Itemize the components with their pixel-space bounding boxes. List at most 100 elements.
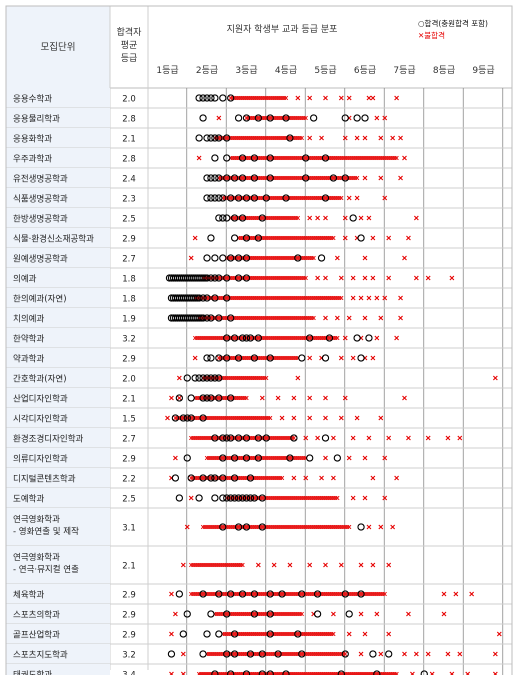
avg-grade: 2.5 (122, 215, 136, 225)
fail-marker (386, 562, 392, 568)
pass-marker (203, 274, 211, 282)
pass-marker (199, 590, 207, 598)
avg-grade: 2.7 (122, 435, 136, 445)
fail-marker (358, 611, 364, 617)
pass-marker (242, 274, 251, 282)
unit-row: 골프산업학과 2.9 (6, 624, 512, 645)
fail-marker (362, 315, 368, 321)
fail-marker (338, 275, 344, 281)
pass-marker (211, 274, 219, 282)
avg-grade: 2.1 (122, 135, 136, 145)
x-tick-label: 1등급 (156, 65, 178, 76)
pass-marker (250, 354, 259, 362)
unit-label-bg (6, 644, 110, 664)
pass-marker (266, 610, 274, 618)
unit-rows: 응용수학과 2.0 응용물리학과 2.8 응용화학과 2.1 우주과학과 2.8 유전생명공학과… (6, 88, 512, 679)
avg-grade: 2.8 (122, 115, 136, 125)
unit-row: 환경조경디자인학과 2.7 (6, 428, 512, 449)
fail-marker (295, 375, 301, 381)
pass-marker (203, 630, 211, 638)
unit-row: 디지털콘텐츠학과 2.2 (6, 468, 512, 489)
fail-marker (394, 95, 399, 101)
pass-marker (278, 590, 286, 598)
x-tick-label: 4등급 (275, 65, 297, 76)
unit-row: 유전생명공학과 2.4 (6, 168, 512, 189)
pass-marker (321, 354, 330, 362)
pass-marker (266, 174, 274, 182)
pass-marker (309, 114, 318, 122)
pass-marker (223, 650, 231, 658)
unit-label-bg (6, 428, 110, 448)
fail-marker (366, 435, 372, 441)
pass-marker (333, 454, 341, 462)
fail-marker (382, 495, 388, 501)
fail-marker (362, 255, 368, 261)
unit-label-bg (6, 388, 110, 408)
pass-marker (211, 494, 219, 502)
unit-label-bg (6, 508, 110, 546)
pass-marker (385, 650, 393, 658)
fail-marker (315, 215, 320, 221)
pass-marker (234, 274, 243, 282)
fail-marker (323, 395, 328, 401)
pass-marker (215, 630, 223, 638)
pass-marker (238, 590, 247, 598)
pass-marker (179, 630, 187, 638)
unit-name: 응용물리학과 (13, 114, 60, 125)
fail-marker (264, 375, 269, 381)
fail-marker (382, 295, 388, 301)
fail-marker (338, 415, 344, 421)
unit-label-bg (6, 88, 110, 108)
pass-marker (207, 474, 215, 482)
legend-pass: ○합격(충원합격 포함) (418, 18, 488, 28)
pass-marker (325, 334, 334, 342)
unit-name: 환경조경디자인학과 (13, 434, 84, 445)
unit-label-bg (6, 168, 110, 188)
grade-gridlines (186, 88, 504, 679)
fail-marker (169, 631, 174, 637)
pass-marker (238, 334, 247, 342)
pass-marker (191, 374, 199, 382)
fail-marker (335, 495, 340, 501)
avg-grade: 2.7 (122, 255, 136, 265)
pass-marker (242, 254, 251, 262)
pass-marker (234, 194, 243, 202)
pass-marker (203, 94, 211, 102)
pass-marker (361, 114, 369, 122)
unit-name: 원예생명공학과 (13, 254, 68, 265)
fail-marker (338, 562, 344, 568)
unit-row: 한약학과 3.2 (6, 328, 512, 349)
pass-marker (203, 194, 211, 202)
pass-marker (199, 474, 207, 482)
fail-marker (291, 475, 297, 481)
pass-marker (258, 494, 266, 502)
unit-label-bg (6, 188, 110, 208)
unit-name: 치의예과 (13, 314, 44, 325)
pass-marker (341, 114, 349, 122)
avg-grade: 2.9 (122, 235, 136, 245)
x-tick-label: 7등급 (393, 65, 415, 76)
pass-marker (223, 494, 231, 502)
unit-row: 산업디자인학과 2.1 (6, 388, 512, 409)
pass-marker (365, 334, 373, 342)
pass-marker (199, 374, 207, 382)
pass-marker (191, 294, 199, 302)
fail-marker (192, 235, 198, 241)
pass-marker (227, 254, 235, 262)
fail-marker (382, 195, 388, 201)
unit-column-header: 모집단위 (41, 41, 76, 53)
pass-marker (203, 314, 211, 322)
unit-row: 간호학과(자연) 2.0 (6, 368, 512, 389)
pass-marker (246, 474, 255, 482)
avg-grade: 2.4 (122, 175, 136, 185)
pass-marker (250, 174, 259, 182)
unit-label-bg (6, 228, 110, 248)
fail-marker (386, 275, 392, 281)
fail-marker (196, 155, 202, 161)
pass-marker (219, 434, 227, 442)
fail-marker (425, 275, 431, 281)
pass-marker (223, 154, 231, 162)
fail-marker (307, 355, 313, 361)
pass-marker (207, 314, 215, 322)
pass-marker (230, 474, 239, 482)
